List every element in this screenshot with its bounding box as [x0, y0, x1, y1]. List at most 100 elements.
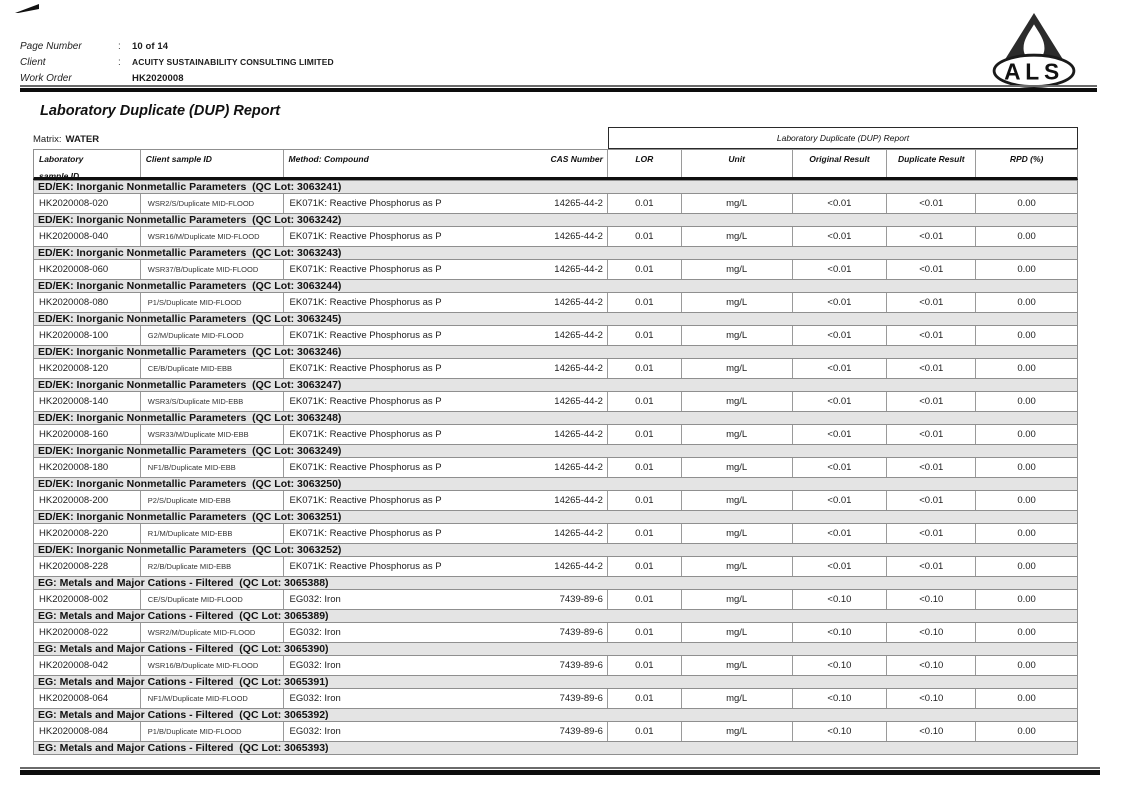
column-header-method-compound: Method: Compound	[284, 150, 534, 177]
cell-client-sample-id: WSR37/B/Duplicate MID-FLOOD	[141, 260, 284, 279]
column-header-line: Method: Compound	[288, 154, 369, 164]
table-row: HK2020008-228 R2/B/Duplicate MID-EBB EK071…	[33, 557, 1078, 576]
cell-client-sample-id: CE/S/Duplicate MID-FLOOD	[141, 590, 284, 609]
table-header-row: Laboratory sample ID Client sample ID Metho…	[33, 149, 1078, 181]
column-header-line: sample ID	[39, 171, 80, 181]
cell-client-sample-id: NF1/B/Duplicate MID-EBB	[141, 458, 284, 477]
cell-original-result: <0.10	[793, 722, 888, 741]
cell-lab-sample-id: HK2020008-120	[34, 359, 141, 378]
cell-cas-number: 7439-89-6	[533, 722, 608, 741]
section-band: EG: Metals and Major Cations - Filtered …	[33, 609, 1078, 623]
cell-client-sample-id: P2/S/Duplicate MID-EBB	[141, 491, 284, 510]
cell-method-compound: EK071K: Reactive Phosphorus as P	[289, 330, 442, 341]
cell-lab-sample-id: HK2020008-040	[34, 227, 141, 246]
cell-original-result: <0.01	[793, 293, 888, 312]
cell-duplicate-result: <0.10	[887, 590, 977, 609]
span-header: Laboratory Duplicate (DUP) Report	[608, 127, 1078, 149]
cell-unit: mg/L	[682, 623, 793, 642]
table-body: ED/EK: Inorganic Nonmetallic Parameters …	[33, 180, 1078, 755]
cell-rpd: 0.00	[1017, 330, 1036, 341]
table-row: HK2020008-200 P2/S/Duplicate MID-EBB EK071…	[33, 491, 1078, 510]
cell-method-compound: EK071K: Reactive Phosphorus as P	[289, 462, 442, 473]
cell-method-compound: EK071K: Reactive Phosphorus as P	[289, 396, 442, 407]
section-band: EG: Metals and Major Cations - Filtered …	[33, 741, 1078, 755]
cell-cas-number: 7439-89-6	[533, 623, 608, 642]
cell-unit: mg/L	[682, 194, 793, 213]
table-row: HK2020008-064 NF1/M/Duplicate MID-FLOOD EG…	[33, 689, 1078, 708]
cell-cas-number: 14265-44-2	[533, 524, 608, 543]
section-band: EG: Metals and Major Cations - Filtered …	[33, 708, 1078, 722]
cell-duplicate-result: <0.01	[887, 194, 977, 213]
cell-cas-number: 14265-44-2	[533, 359, 608, 378]
column-header-client-sample-id: Client sample ID	[141, 150, 284, 177]
cell-lab-sample-id: HK2020008-200	[34, 491, 141, 510]
cell-lab-sample-id: HK2020008-100	[34, 326, 141, 345]
section-band: ED/EK: Inorganic Nonmetallic Parameters …	[33, 411, 1078, 425]
cell-cas-number: 14265-44-2	[533, 425, 608, 444]
cell-lor: 0.01	[608, 194, 682, 213]
cell-lab-sample-id: HK2020008-140	[34, 392, 141, 411]
cell-unit: mg/L	[682, 260, 793, 279]
cell-method-compound: EK071K: Reactive Phosphorus as P	[289, 528, 442, 539]
cell-rpd: 0.00	[1017, 495, 1036, 506]
table-row: HK2020008-020 WSR2/S/Duplicate MID-FLOOD E…	[33, 194, 1078, 213]
table-row: HK2020008-160 WSR33/M/Duplicate MID-EBB EK…	[33, 425, 1078, 444]
cell-original-result: <0.01	[793, 524, 888, 543]
cell-method-compound: EK071K: Reactive Phosphorus as P	[289, 495, 442, 506]
cell-original-result: <0.01	[793, 425, 888, 444]
cell-client-sample-id: WSR16/B/Duplicate MID-FLOOD	[141, 656, 284, 675]
column-header-lor: LOR	[608, 150, 682, 177]
cell-unit: mg/L	[682, 557, 793, 576]
cell-lab-sample-id: HK2020008-022	[34, 623, 141, 642]
footer-rule-thin-line	[20, 767, 1100, 769]
cell-lab-sample-id: HK2020008-060	[34, 260, 141, 279]
cell-rpd: 0.00	[1017, 297, 1036, 308]
cell-original-result: <0.10	[793, 656, 888, 675]
cell-client-sample-id: WSR2/M/Duplicate MID-FLOOD	[141, 623, 284, 642]
cell-duplicate-result: <0.01	[887, 227, 977, 246]
section-band: ED/EK: Inorganic Nonmetallic Parameters …	[33, 246, 1078, 260]
cell-unit: mg/L	[682, 491, 793, 510]
cell-rpd: 0.00	[1017, 627, 1036, 638]
cell-original-result: <0.01	[793, 326, 888, 345]
cell-duplicate-result: <0.10	[887, 623, 977, 642]
cell-unit: mg/L	[682, 392, 793, 411]
cell-method-compound: EK071K: Reactive Phosphorus as P	[289, 561, 442, 572]
cell-duplicate-result: <0.10	[887, 722, 977, 741]
cell-lor: 0.01	[608, 359, 682, 378]
cell-duplicate-result: <0.01	[887, 557, 977, 576]
cell-duplicate-result: <0.01	[887, 293, 977, 312]
cell-unit: mg/L	[682, 326, 793, 345]
column-header-line: Unit	[728, 154, 745, 164]
corner-ink-mark	[15, 4, 39, 13]
cell-rpd: 0.00	[1017, 528, 1036, 539]
cell-lor: 0.01	[608, 425, 682, 444]
cell-cas-number: 14265-44-2	[533, 194, 608, 213]
cell-client-sample-id: P1/B/Duplicate MID-FLOOD	[141, 722, 284, 741]
footer-rule-thick-line	[20, 769, 1100, 775]
table-row: HK2020008-180 NF1/B/Duplicate MID-EBB EK07…	[33, 458, 1078, 477]
cell-client-sample-id: NF1/M/Duplicate MID-FLOOD	[141, 689, 284, 708]
cell-lab-sample-id: HK2020008-084	[34, 722, 141, 741]
section-band: ED/EK: Inorganic Nonmetallic Parameters …	[33, 510, 1078, 524]
header-rule-thin-line	[20, 85, 1097, 87]
header-field-value: ACUITY SUSTAINABILITY CONSULTING LIMITED	[132, 57, 334, 67]
cell-cas-number: 14265-44-2	[533, 326, 608, 345]
cell-client-sample-id: WSR2/S/Duplicate MID-FLOOD	[141, 194, 284, 213]
section-band: ED/EK: Inorganic Nonmetallic Parameters …	[33, 180, 1078, 194]
dup-report-table: Matrix: WATER Laboratory Duplicate (DUP)…	[33, 127, 1078, 755]
header-field-value: 10 of 14	[132, 40, 169, 52]
cell-method-compound: EK071K: Reactive Phosphorus as P	[289, 363, 442, 374]
cell-duplicate-result: <0.01	[887, 260, 977, 279]
cell-rpd: 0.00	[1017, 594, 1036, 605]
section-band: EG: Metals and Major Cations - Filtered …	[33, 576, 1078, 590]
header-field-label: Page Number	[20, 40, 82, 52]
cell-rpd: 0.00	[1017, 693, 1036, 704]
cell-method-compound: EK071K: Reactive Phosphorus as P	[289, 198, 442, 209]
cell-original-result: <0.10	[793, 689, 888, 708]
cell-lor: 0.01	[608, 326, 682, 345]
section-band: ED/EK: Inorganic Nonmetallic Parameters …	[33, 213, 1078, 227]
cell-cas-number: 14265-44-2	[533, 392, 608, 411]
cell-original-result: <0.01	[793, 392, 888, 411]
